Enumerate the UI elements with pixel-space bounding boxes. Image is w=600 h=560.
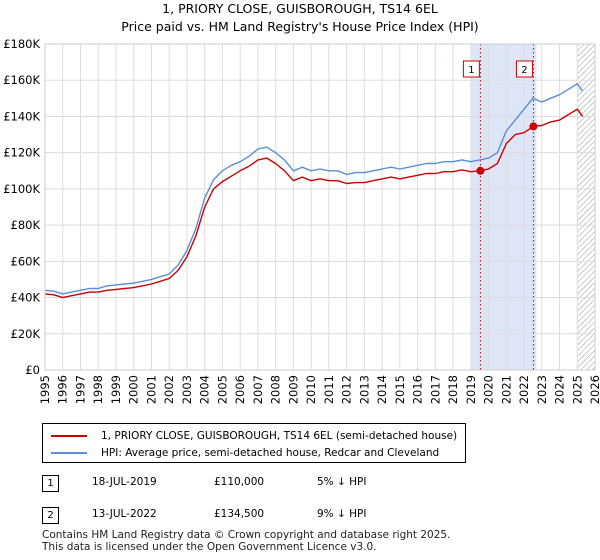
- x-tick-label: 2022: [517, 375, 531, 404]
- x-tick-label: 2015: [393, 375, 407, 404]
- x-tick-label: 1995: [38, 375, 52, 404]
- y-tick-label: £100K: [3, 182, 40, 196]
- sale-period-shade: [470, 44, 537, 370]
- x-tick-label: 2012: [340, 375, 354, 404]
- sale-date: 18-JUL-2019: [92, 476, 157, 488]
- x-tick-label: 2007: [251, 375, 265, 404]
- x-tick-label: 2001: [144, 375, 158, 404]
- legend-hpi-label: HPI: Average price, semi-detached house,…: [101, 447, 440, 459]
- sale-label-box: [515, 60, 533, 78]
- x-tick-label: 2006: [233, 375, 247, 404]
- x-tick-label: 2018: [446, 375, 460, 404]
- sale-row: 2 13-JUL-2022 £134,500 9% ↓ HPI: [42, 507, 442, 527]
- series-group: [45, 83, 584, 299]
- x-tick-label: 2013: [357, 375, 371, 404]
- x-tick-label: 2002: [162, 375, 176, 404]
- sale-label-box: [462, 60, 480, 78]
- sale-hpi-diff: 5% ↓ HPI: [317, 476, 367, 488]
- sale-label-text: 1: [468, 65, 474, 76]
- x-tick-label: 2004: [198, 375, 212, 404]
- x-tick-label: 2016: [411, 375, 425, 404]
- x-tick-label: 1998: [91, 375, 105, 404]
- footer-line1: Contains HM Land Registry data © Crown c…: [42, 529, 451, 541]
- x-tick-label: 2020: [482, 375, 496, 404]
- sale-number-badge: 2: [42, 507, 59, 524]
- sale-point: [476, 166, 485, 175]
- x-tick-label: 2014: [375, 375, 389, 404]
- sale-date: 13-JUL-2022: [92, 508, 157, 520]
- hpi-series-line: [45, 83, 584, 295]
- y-tick-label: £160K: [3, 73, 40, 87]
- x-tick-label: 2005: [215, 375, 229, 404]
- y-tick-label: £80K: [11, 218, 41, 232]
- y-tick-label: £60K: [11, 254, 41, 268]
- chart-title-line2: Price paid vs. HM Land Registry's House …: [121, 19, 479, 34]
- sale-label-text: 2: [521, 65, 527, 76]
- x-tick-label: 2008: [269, 375, 283, 404]
- price-series-line: [45, 108, 584, 299]
- legend-price-swatch: [51, 435, 87, 437]
- x-tick-label: 2024: [553, 375, 567, 404]
- x-tick-label: 1999: [109, 375, 123, 404]
- sale-price: £134,500: [214, 508, 265, 520]
- y-axis-ticks: £0 £20K £40K £60K £80K £100K £120K £140K £160K £1…: [3, 37, 40, 377]
- x-axis-ticks: 1995 1996 1997 1998 1999 2000 2001 2002 2003 2004…: [38, 375, 600, 404]
- y-tick-label: £120K: [3, 146, 40, 160]
- sale-number-badge: 1: [42, 475, 59, 492]
- chart-legend: 1, PRIORY CLOSE, GUISBOROUGH, TS14 6EL (…: [42, 423, 466, 463]
- x-tick-label: 2025: [570, 375, 584, 404]
- chart-title-line1: 1, PRIORY CLOSE, GUISBOROUGH, TS14 6EL: [162, 1, 438, 16]
- plot-frame: [44, 43, 596, 371]
- legend-price-label: 1, PRIORY CLOSE, GUISBOROUGH, TS14 6EL (…: [101, 430, 458, 442]
- sale-row: 1 18-JUL-2019 £110,000 5% ↓ HPI: [42, 475, 442, 495]
- footer-line2: This data is licensed under the Open Gov…: [42, 541, 377, 553]
- x-tick-label: 2026: [588, 375, 600, 404]
- x-tick-label: 1997: [73, 375, 87, 404]
- legend-hpi-swatch: [51, 452, 87, 454]
- y-tick-label: £0: [25, 363, 40, 377]
- x-tick-label: 2010: [304, 375, 318, 404]
- sale-hpi-diff: 9% ↓ HPI: [317, 508, 367, 520]
- y-tick-label: £140K: [3, 109, 40, 123]
- forecast-hatch-area: [577, 44, 595, 370]
- y-tick-label: £180K: [3, 37, 40, 51]
- grid-lines: [44, 43, 596, 371]
- x-tick-label: 2003: [180, 375, 194, 404]
- footer: Contains HM Land Registry data © Crown c…: [42, 529, 450, 553]
- x-tick-label: 2011: [322, 375, 336, 404]
- x-tick-label: 2023: [535, 375, 549, 404]
- sale-point: [529, 122, 538, 131]
- sale-price: £110,000: [214, 476, 265, 488]
- x-tick-label: 2019: [464, 375, 478, 404]
- x-tick-label: 2000: [127, 375, 141, 404]
- y-tick-label: £20K: [11, 327, 41, 341]
- y-tick-label: £40K: [11, 291, 41, 305]
- x-tick-label: 2021: [499, 375, 513, 404]
- x-tick-label: 2009: [286, 375, 300, 404]
- x-tick-label: 1996: [56, 375, 70, 404]
- sale-points: [476, 122, 538, 175]
- x-tick-label: 2017: [428, 375, 442, 404]
